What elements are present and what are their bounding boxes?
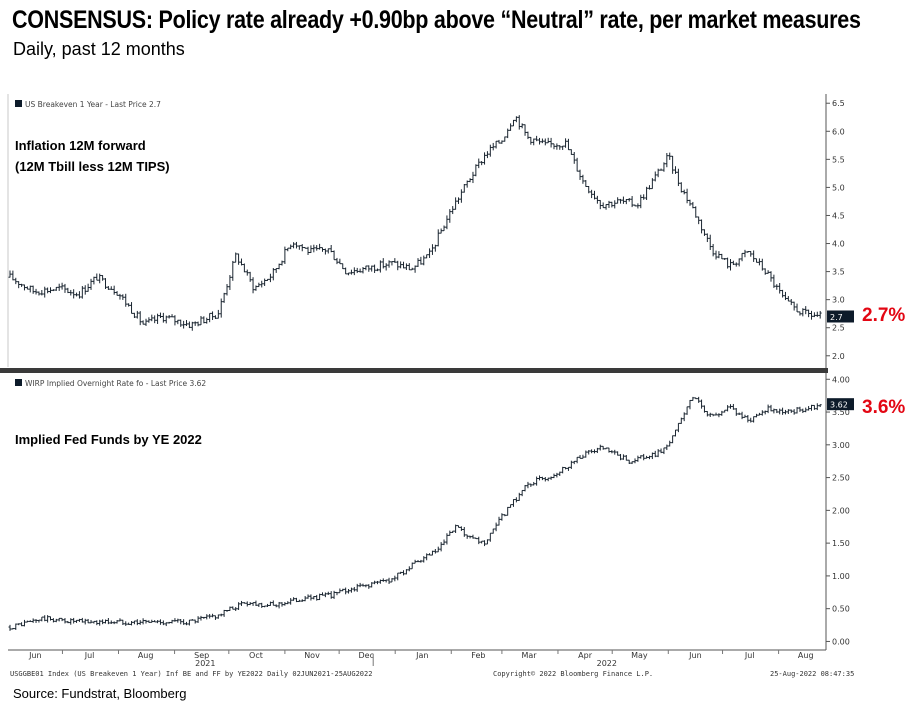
x-tick-label: Feb [471, 651, 485, 660]
bottom-callout: 3.6% [862, 397, 905, 418]
x-tick-label: Jun [688, 651, 702, 660]
y-tick-label: 4.0 [832, 240, 845, 249]
x-tick-label: Jun [28, 651, 42, 660]
x-year-label: 2022 [597, 659, 617, 668]
page-title: CONSENSUS: Policy rate already +0.90bp a… [12, 6, 861, 34]
x-tick-label: May [631, 651, 648, 660]
y-tick-label: 5.0 [832, 183, 845, 192]
y-tick-label: 5.5 [832, 155, 845, 164]
y-tick-label: 3.5 [832, 268, 845, 277]
top-legend-swatch [15, 100, 22, 107]
top-legend-label: US Breakeven 1 Year - Last Price 2.7 [25, 100, 161, 109]
x-year-label: 2021 [195, 659, 215, 668]
x-tick-label: Oct [249, 651, 263, 660]
x-tick-label: Apr [578, 651, 593, 660]
last-value-tag [827, 310, 854, 323]
x-tick-label: Jan [415, 651, 428, 660]
page-subtitle: Daily, past 12 months [13, 39, 185, 59]
inflation-annotation-line2: (12M Tbill less 12M TIPS) [15, 159, 170, 174]
x-tick-label: Jul [744, 651, 755, 660]
x-tick-label: Sep [194, 651, 209, 660]
fedfunds-annotation: Implied Fed Funds by YE 2022 [15, 432, 202, 447]
y-tick-label: 2.5 [832, 324, 845, 333]
last-value-label: 3.62 [830, 401, 848, 410]
y-tick-label: 0.00 [832, 637, 850, 646]
y-tick-label: 3.50 [832, 408, 850, 417]
last-value-tag [827, 398, 854, 411]
y-tick-label: 2.50 [832, 474, 850, 483]
y-tick-label: 2.00 [832, 506, 850, 515]
bottom-legend-swatch [15, 379, 22, 386]
x-tick-label: Mar [521, 651, 537, 660]
y-tick-label: 3.00 [832, 441, 850, 450]
x-tick-label: Jul [84, 651, 95, 660]
footer-timestamp: 25-Aug-2022 08:47:35 [770, 670, 854, 678]
source-note: Source: Fundstrat, Bloomberg [13, 686, 187, 701]
y-tick-label: 1.00 [832, 572, 850, 581]
footer-copyright: Copyright© 2022 Bloomberg Finance L.P. [493, 670, 653, 678]
bottom-legend-label: WIRP Implied Overnight Rate fo - Last Pr… [25, 379, 206, 388]
y-tick-label: 2.0 [832, 352, 845, 361]
x-tick-label: Aug [138, 651, 154, 660]
footer-info: USGGBE01 Index (US Breakeven 1 Year) Inf… [10, 670, 372, 678]
x-tick-label: Nov [304, 651, 320, 660]
y-tick-label: 3.0 [832, 296, 845, 305]
inflation-annotation-line1: Inflation 12M forward [15, 138, 146, 153]
y-tick-label: 4.5 [832, 211, 845, 220]
y-tick-label: 4.00 [832, 375, 850, 384]
top-callout: 2.7% [862, 305, 905, 326]
y-tick-label: 6.0 [832, 127, 845, 136]
y-tick-label: 1.50 [832, 539, 850, 548]
x-tick-label: Aug [798, 651, 814, 660]
y-tick-label: 0.50 [832, 605, 850, 614]
y-tick-label: 6.5 [832, 99, 845, 108]
panel-divider [0, 368, 828, 373]
last-value-label: 2.7 [830, 313, 843, 322]
x-tick-label: Dec [359, 651, 374, 660]
